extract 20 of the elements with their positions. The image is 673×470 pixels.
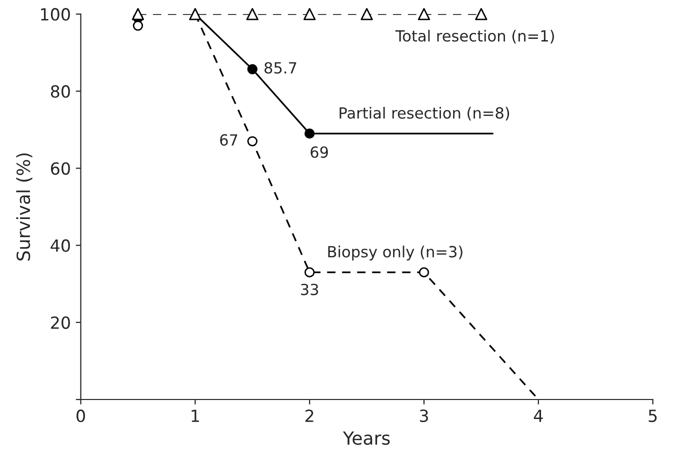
y-axis-title: Survival (%) [16, 153, 32, 260]
x-tick-label: 1 [192, 410, 199, 422]
x-tick-label: 0 [76, 410, 85, 422]
x-tick-label: 4 [534, 410, 543, 422]
y-tick-label: 100 [41, 8, 70, 21]
annotation: Biopsy only (n=3) [328, 246, 462, 260]
y-tick-label: 20 [51, 316, 70, 329]
data-label: 67 [220, 134, 238, 146]
data-label: 33 [301, 284, 318, 296]
x-tick-label: 2 [306, 410, 314, 422]
y-tick-label: 40 [50, 239, 70, 252]
data-label: 69 [310, 146, 328, 158]
x-tick-label: 3 [420, 410, 428, 422]
x-axis-title: Years [342, 431, 390, 445]
y-tick-label: 60 [50, 162, 70, 175]
annotation: Total resection (n=1) [395, 30, 554, 44]
x-tick-label: 5 [648, 410, 657, 422]
annotation: Partial resection (n=8) [340, 106, 510, 121]
y-tick-label: 80 [50, 85, 70, 98]
data-label: 85.7 [264, 62, 296, 74]
